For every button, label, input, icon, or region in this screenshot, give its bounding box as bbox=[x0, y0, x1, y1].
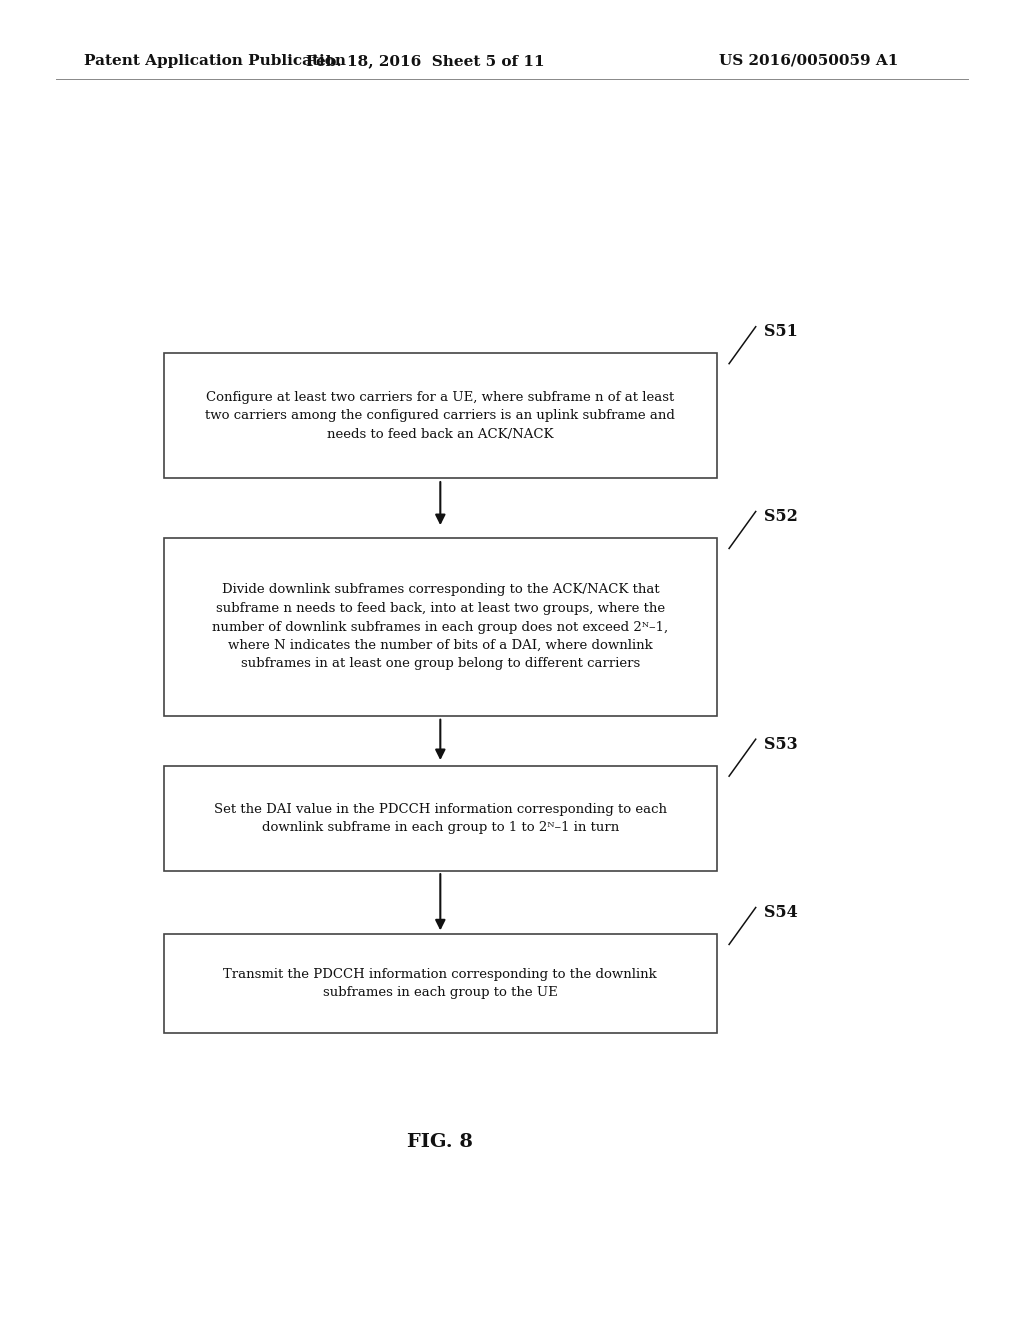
Text: FIG. 8: FIG. 8 bbox=[408, 1133, 473, 1151]
Text: Transmit the PDCCH information corresponding to the downlink
subframes in each g: Transmit the PDCCH information correspon… bbox=[223, 968, 657, 999]
Text: US 2016/0050059 A1: US 2016/0050059 A1 bbox=[719, 54, 899, 67]
Text: Configure at least two carriers for a UE, where subframe n of at least
two carri: Configure at least two carriers for a UE… bbox=[206, 391, 675, 441]
Text: Feb. 18, 2016  Sheet 5 of 11: Feb. 18, 2016 Sheet 5 of 11 bbox=[305, 54, 545, 67]
Text: Patent Application Publication: Patent Application Publication bbox=[84, 54, 346, 67]
FancyBboxPatch shape bbox=[164, 352, 717, 478]
FancyBboxPatch shape bbox=[164, 766, 717, 871]
FancyBboxPatch shape bbox=[164, 539, 717, 715]
Text: Set the DAI value in the PDCCH information corresponding to each
downlink subfra: Set the DAI value in the PDCCH informati… bbox=[214, 803, 667, 834]
Text: Divide downlink subframes corresponding to the ACK/NACK that
subframe n needs to: Divide downlink subframes corresponding … bbox=[212, 583, 669, 671]
Text: S52: S52 bbox=[764, 508, 798, 525]
Text: S51: S51 bbox=[764, 323, 798, 341]
Text: S53: S53 bbox=[764, 737, 798, 752]
FancyBboxPatch shape bbox=[164, 935, 717, 1032]
Text: S54: S54 bbox=[764, 904, 798, 921]
